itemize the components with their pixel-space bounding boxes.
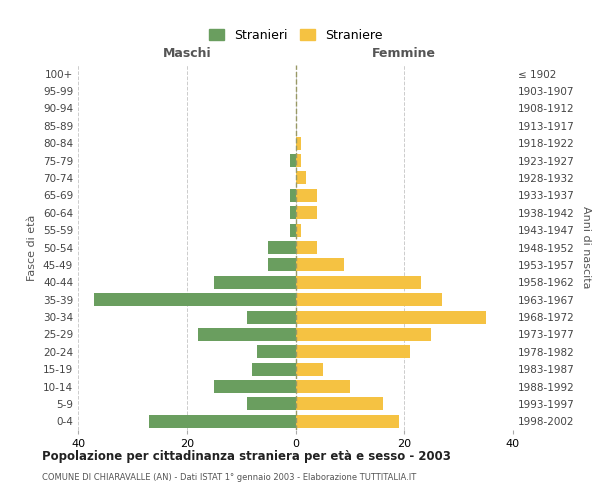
Bar xyxy=(290,189,296,202)
Bar xyxy=(296,136,301,149)
Bar xyxy=(296,154,301,167)
Bar xyxy=(247,398,296,410)
Bar xyxy=(290,206,296,220)
Bar xyxy=(268,258,296,272)
Text: Femmine: Femmine xyxy=(372,47,436,60)
Bar xyxy=(247,310,296,324)
Bar xyxy=(296,398,383,410)
Legend: Stranieri, Straniere: Stranieri, Straniere xyxy=(204,24,387,47)
Bar xyxy=(296,241,317,254)
Bar xyxy=(257,346,296,358)
Bar xyxy=(296,346,410,358)
Y-axis label: Fasce di età: Fasce di età xyxy=(28,214,37,280)
Bar xyxy=(214,276,296,289)
Bar xyxy=(290,224,296,236)
Bar xyxy=(296,172,307,184)
Bar xyxy=(296,258,344,272)
Bar xyxy=(296,415,399,428)
Bar xyxy=(296,206,317,220)
Y-axis label: Anni di nascita: Anni di nascita xyxy=(581,206,591,289)
Bar xyxy=(296,310,486,324)
Bar xyxy=(94,293,296,306)
Bar xyxy=(268,241,296,254)
Bar xyxy=(296,362,323,376)
Bar xyxy=(296,380,350,393)
Bar xyxy=(296,276,421,289)
Bar xyxy=(149,415,296,428)
Bar xyxy=(252,362,296,376)
Bar xyxy=(296,189,317,202)
Text: Popolazione per cittadinanza straniera per età e sesso - 2003: Popolazione per cittadinanza straniera p… xyxy=(42,450,451,463)
Bar xyxy=(296,328,431,341)
Bar xyxy=(290,154,296,167)
Bar xyxy=(214,380,296,393)
Text: Maschi: Maschi xyxy=(163,47,211,60)
Bar xyxy=(197,328,296,341)
Text: COMUNE DI CHIARAVALLE (AN) - Dati ISTAT 1° gennaio 2003 - Elaborazione TUTTITALI: COMUNE DI CHIARAVALLE (AN) - Dati ISTAT … xyxy=(42,472,416,482)
Bar xyxy=(296,293,442,306)
Bar xyxy=(296,224,301,236)
